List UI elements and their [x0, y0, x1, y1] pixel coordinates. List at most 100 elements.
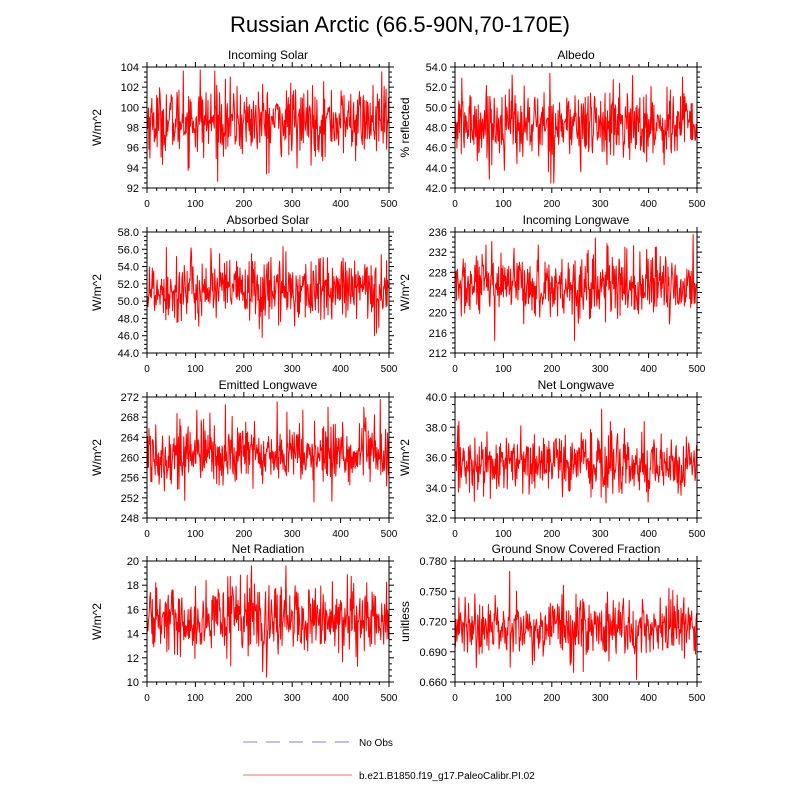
y-axis-label: W/m^2 [398, 439, 412, 476]
y-tick-label: 228 [429, 267, 447, 279]
y-tick-label: 100 [121, 102, 139, 114]
x-tick-label: 400 [332, 693, 349, 704]
x-tick-label: 100 [187, 364, 204, 375]
x-tick-label: 500 [381, 529, 398, 540]
y-tick-label: 52.0 [426, 82, 447, 94]
panel-title: Absorbed Solar [227, 213, 310, 227]
x-tick-label: 300 [284, 364, 301, 375]
series-line [146, 399, 390, 503]
y-tick-label: 48.0 [426, 123, 447, 135]
y-tick-label: 46.0 [426, 143, 447, 155]
x-tick-label: 500 [689, 529, 706, 540]
y-tick-label: 252 [121, 493, 139, 505]
series-line [146, 69, 390, 182]
y-tick-label: 40.0 [426, 392, 447, 404]
y-tick-label: 54.0 [426, 62, 447, 74]
x-tick-label: 300 [284, 529, 301, 540]
y-tick-label: 0.690 [419, 647, 447, 659]
x-tick-label: 300 [592, 364, 609, 375]
x-tick-label: 400 [332, 199, 349, 210]
x-tick-label: 300 [592, 693, 609, 704]
panel-7: 0.660 0.690 0.720 0.750 0.780 0 100 200 300 400 50… [398, 542, 706, 704]
x-tick-label: 0 [144, 529, 150, 540]
y-tick-label: 38.0 [426, 422, 447, 434]
y-tick-label: 264 [121, 432, 139, 444]
y-tick-label: 0.720 [419, 617, 447, 629]
panel-title: Net Longwave [538, 378, 615, 392]
legend: No Obs b.e21.B1850.f19_g17.PaleoCalibr.P… [243, 738, 535, 782]
x-tick-label: 100 [187, 529, 204, 540]
y-tick-label: 92 [127, 183, 139, 195]
x-tick-label: 300 [592, 529, 609, 540]
y-tick-label: 220 [429, 308, 447, 320]
y-tick-label: 20 [127, 556, 139, 568]
y-axis-label: W/m^2 [398, 274, 412, 311]
legend-no-obs-label: No Obs [359, 738, 393, 749]
x-tick-label: 200 [543, 364, 560, 375]
y-axis-label: % reflected [398, 97, 412, 157]
x-tick-label: 100 [495, 364, 512, 375]
x-tick-label: 400 [640, 693, 657, 704]
y-axis-label: W/m^2 [90, 603, 104, 640]
x-tick-label: 100 [495, 529, 512, 540]
x-tick-label: 0 [452, 364, 458, 375]
panel-4: 248 252 256 260 264 268 272 0 100 200 300 400 500 Emi… [90, 378, 398, 540]
y-tick-label: 16 [127, 604, 139, 616]
panel-title: Albedo [557, 48, 595, 62]
panel-5: 32.0 34.0 36.0 38.0 40.0 0 100 200 300 400 500 Net … [398, 378, 706, 540]
series-line [454, 72, 698, 184]
y-tick-label: 44.0 [426, 163, 447, 175]
series-line [454, 570, 698, 680]
x-tick-label: 0 [144, 364, 150, 375]
x-tick-label: 200 [543, 693, 560, 704]
panel-3: 212 216 220 224 228 232 236 0 100 200 300 400 500 Inc… [398, 213, 706, 375]
y-tick-label: 32.0 [426, 513, 447, 525]
y-tick-label: 52.0 [118, 279, 139, 291]
y-tick-label: 14 [127, 629, 139, 641]
panel-0: 92 94 96 98 100 102 104 0 100 200 300 400 500 Incomin… [90, 48, 398, 210]
panel-title: Incoming Longwave [523, 213, 630, 227]
y-axis-label: W/m^2 [90, 274, 104, 311]
y-tick-label: 48.0 [118, 313, 139, 325]
x-tick-label: 300 [284, 199, 301, 210]
y-tick-label: 216 [429, 328, 447, 340]
x-tick-label: 400 [332, 364, 349, 375]
series-line [146, 246, 389, 338]
series-line [454, 234, 697, 341]
y-tick-label: 44.0 [118, 348, 139, 360]
series-line [146, 565, 390, 678]
x-tick-label: 100 [187, 199, 204, 210]
y-tick-label: 54.0 [118, 262, 139, 274]
y-tick-label: 224 [429, 288, 447, 300]
x-tick-label: 200 [543, 529, 560, 540]
y-tick-label: 212 [429, 348, 447, 360]
y-tick-label: 96 [127, 143, 139, 155]
y-tick-label: 56.0 [118, 244, 139, 256]
y-tick-label: 36.0 [426, 453, 447, 465]
y-tick-label: 248 [121, 513, 139, 525]
x-tick-label: 0 [144, 693, 150, 704]
x-tick-label: 200 [235, 199, 252, 210]
y-tick-label: 0.780 [419, 556, 447, 568]
legend-model-label: b.e21.B1850.f19_g17.PaleoCalibr.PI.02 [359, 771, 535, 782]
y-tick-label: 232 [429, 247, 447, 259]
y-tick-label: 0.750 [419, 586, 447, 598]
y-tick-label: 34.0 [426, 483, 447, 495]
panel-title: Incoming Solar [228, 48, 308, 62]
y-tick-label: 50.0 [426, 102, 447, 114]
y-axis-label: unitless [398, 601, 412, 642]
y-tick-label: 236 [429, 227, 447, 239]
y-axis-label: W/m^2 [90, 439, 104, 476]
x-tick-label: 500 [381, 199, 398, 210]
x-tick-label: 0 [452, 199, 458, 210]
x-tick-label: 0 [452, 529, 458, 540]
y-axis-label: W/m^2 [90, 109, 104, 146]
figure-title: Russian Arctic (66.5-90N,70-170E) [230, 12, 570, 37]
y-tick-label: 46.0 [118, 331, 139, 343]
y-tick-label: 50.0 [118, 296, 139, 308]
x-tick-label: 300 [592, 199, 609, 210]
x-tick-label: 400 [640, 364, 657, 375]
x-tick-label: 300 [284, 693, 301, 704]
y-tick-label: 260 [121, 453, 139, 465]
